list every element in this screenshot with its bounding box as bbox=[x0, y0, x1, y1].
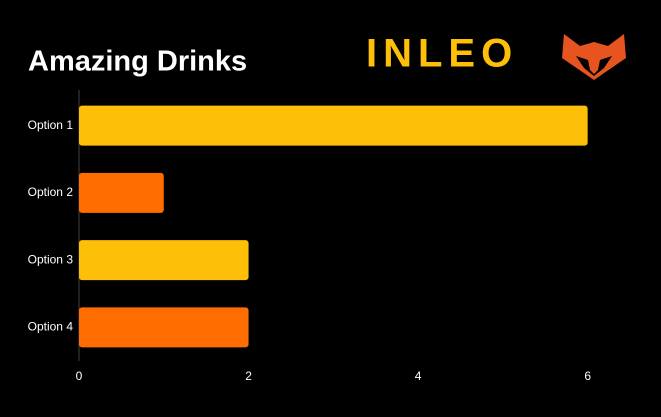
bar bbox=[79, 105, 588, 146]
y-tick-label: Option 3 bbox=[28, 252, 74, 266]
bar bbox=[79, 307, 249, 348]
lion-head bbox=[562, 34, 626, 80]
y-tick-label: Option 4 bbox=[28, 320, 74, 334]
logo-icon bbox=[562, 34, 626, 80]
logo-text: INLEO bbox=[366, 32, 518, 76]
bar bbox=[79, 172, 164, 213]
bar bbox=[79, 240, 249, 281]
x-tick-label: 0 bbox=[76, 369, 83, 383]
x-tick-label: 4 bbox=[415, 369, 422, 383]
lion-face bbox=[576, 56, 612, 76]
y-tick-label: Option 1 bbox=[28, 118, 74, 132]
x-tick-label: 2 bbox=[245, 369, 252, 383]
x-tick-label: 6 bbox=[584, 369, 591, 383]
y-tick-label: Option 2 bbox=[28, 185, 74, 199]
chart-title: Amazing Drinks bbox=[28, 46, 247, 78]
